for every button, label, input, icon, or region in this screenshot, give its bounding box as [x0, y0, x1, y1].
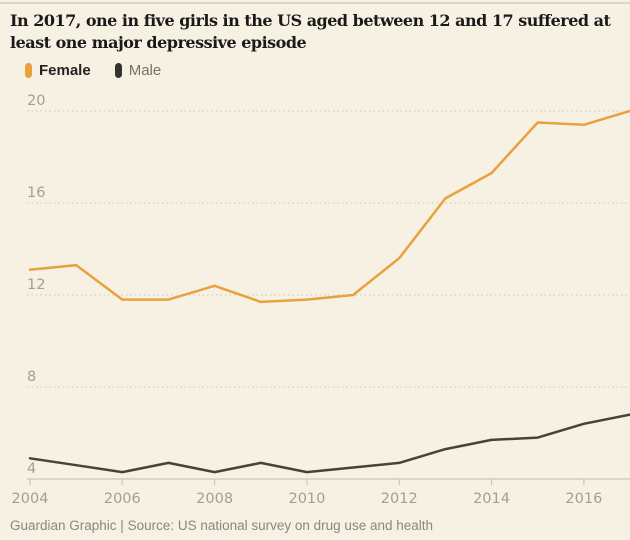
legend-label-male: Male: [128, 62, 162, 79]
female-swatch-icon: [25, 63, 32, 78]
y-tick-label: 4: [27, 461, 36, 477]
x-tick-label: 2004: [12, 491, 49, 507]
x-tick-label: 2016: [565, 491, 602, 507]
x-tick-label: 2014: [473, 491, 510, 507]
top-divider: [0, 2, 630, 4]
y-tick-label: 8: [27, 369, 36, 385]
x-tick-label: 2006: [104, 491, 141, 507]
chart-title: In 2017, one in five girls in the US age…: [10, 11, 611, 53]
male-swatch-icon: [114, 63, 122, 78]
legend-item-male: Male: [114, 62, 162, 79]
source-attribution: Guardian Graphic | Source: US national s…: [10, 518, 434, 533]
legend-item-female: Female: [25, 62, 91, 79]
y-tick-label: 12: [27, 277, 45, 293]
x-tick-label: 2008: [196, 491, 233, 507]
chart-legend: Female Male: [25, 62, 161, 79]
series-line-female: [28, 109, 630, 304]
y-tick-label: 20: [27, 93, 45, 109]
chart-svg: 4 8 12 16 20 2004 2006 2008 2010 2012 2014 2016: [12, 93, 630, 507]
series-line-male: [28, 413, 630, 474]
x-tick-label: 2012: [381, 491, 418, 507]
legend-label-female: Female: [39, 62, 91, 79]
y-tick-label: 16: [27, 185, 45, 201]
line-chart: 4 8 12 16 20 2004 2006 2008 2010 2012 2014 2016: [0, 90, 630, 515]
x-tick-label: 2010: [288, 491, 325, 507]
